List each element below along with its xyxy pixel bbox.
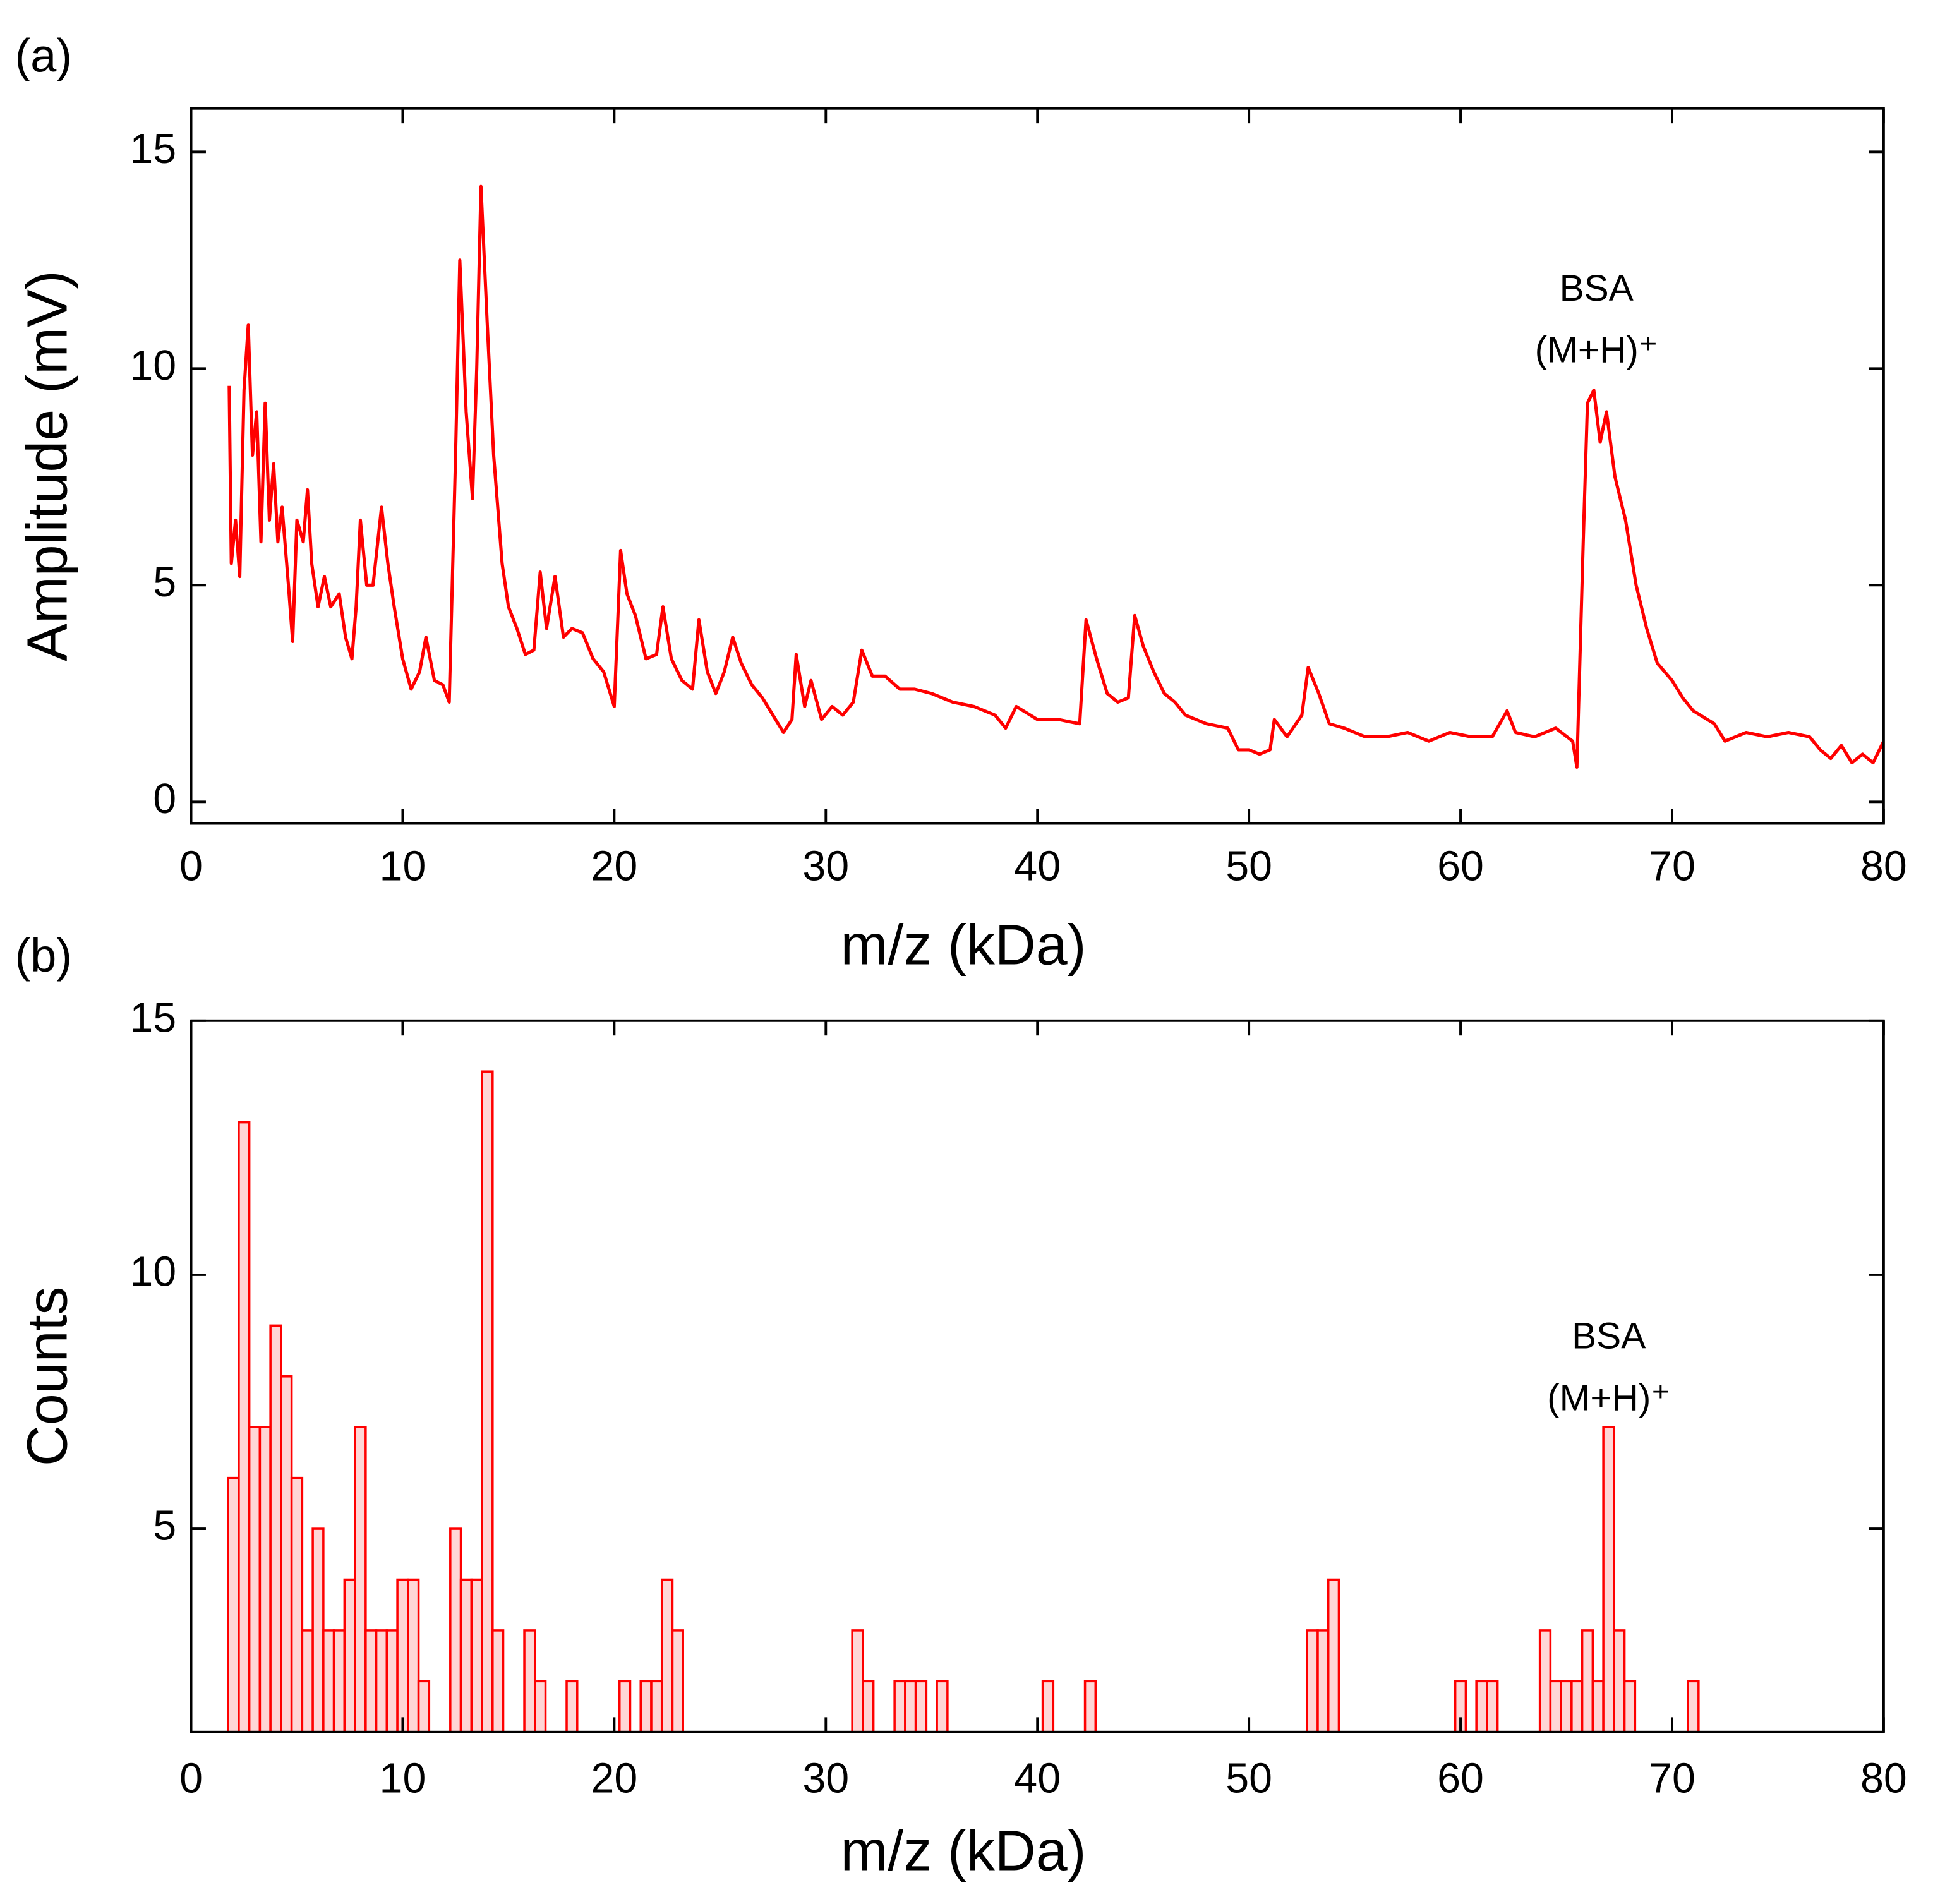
hist-bar <box>936 1680 949 1732</box>
x-tick-label: 50 <box>1225 843 1272 889</box>
hist-bar <box>364 1629 378 1732</box>
y-tick-label: 10 <box>129 342 176 389</box>
hist-bar <box>523 1629 536 1732</box>
plot-area <box>227 1070 1700 1732</box>
y-tick-label: 5 <box>153 559 176 606</box>
hist-bar <box>227 1476 240 1732</box>
y-tick-label: 15 <box>129 994 176 1041</box>
hist-bar <box>301 1629 314 1732</box>
plot-area <box>227 184 1884 769</box>
hist-bar <box>322 1629 335 1732</box>
x-tick-label: 0 <box>179 843 203 889</box>
hist-bar <box>332 1629 346 1732</box>
hist-bar <box>470 1578 483 1732</box>
x-tick-label: 0 <box>179 1755 203 1802</box>
hist-bar <box>248 1426 262 1732</box>
hist-bar <box>1306 1629 1319 1732</box>
x-tick-label: 30 <box>802 843 849 889</box>
hist-bar <box>238 1121 251 1732</box>
x-tick-label: 70 <box>1649 843 1695 889</box>
x-tick-label: 10 <box>380 1755 426 1802</box>
x-axis-label: m/z (kDa) <box>841 913 1087 977</box>
hist-bar <box>1581 1629 1594 1732</box>
hist-bar <box>862 1680 875 1732</box>
hist-bar <box>396 1578 409 1732</box>
hist-bar <box>1687 1680 1700 1732</box>
hist-bar <box>1041 1680 1055 1732</box>
y-axis-label: Counts <box>16 1287 80 1466</box>
x-tick-label: 40 <box>1014 843 1061 889</box>
hist-bar <box>565 1680 579 1732</box>
annotation: (M+H)⁺ <box>1535 330 1658 371</box>
hist-bar <box>914 1680 928 1732</box>
hist-bar <box>1538 1629 1552 1732</box>
hist-bar <box>459 1578 473 1732</box>
panel-label: (a) <box>15 29 72 81</box>
hist-bar <box>1591 1680 1605 1732</box>
data-line <box>227 184 1884 769</box>
x-tick-label: 50 <box>1225 1755 1272 1802</box>
hist-bar <box>407 1578 420 1732</box>
hist-bar <box>449 1527 462 1732</box>
annotation: BSA <box>1560 268 1634 309</box>
hist-bar <box>893 1680 906 1732</box>
x-tick-label: 70 <box>1649 1755 1695 1802</box>
hist-bar <box>639 1680 653 1732</box>
y-tick-label: 15 <box>129 126 176 172</box>
hist-bar <box>1549 1680 1562 1732</box>
hist-bar <box>904 1680 917 1732</box>
x-tick-label: 60 <box>1437 843 1484 889</box>
plot-frame <box>190 107 1885 825</box>
hist-bar <box>343 1578 356 1732</box>
y-tick-label: 10 <box>129 1248 176 1295</box>
hist-bar <box>660 1578 674 1732</box>
hist-bar <box>280 1375 293 1732</box>
hist-bar <box>650 1680 663 1732</box>
hist-bar <box>1623 1680 1637 1732</box>
plot-frame <box>190 1019 1885 1733</box>
hist-bar <box>1570 1680 1584 1732</box>
y-tick-label: 5 <box>153 1503 176 1550</box>
hist-bar <box>534 1680 547 1732</box>
hist-bar <box>417 1680 431 1732</box>
y-axis-label: Amplitude (mV) <box>16 270 80 661</box>
hist-bar <box>851 1629 864 1732</box>
x-tick-label: 80 <box>1860 1755 1907 1802</box>
hist-bar <box>481 1070 494 1732</box>
hist-bar <box>671 1629 684 1732</box>
annotation: (M+H)⁺ <box>1547 1377 1670 1418</box>
hist-bar <box>1475 1680 1488 1732</box>
hist-bar <box>618 1680 632 1732</box>
hist-bar <box>1486 1680 1499 1732</box>
hist-bar <box>1602 1426 1615 1732</box>
hist-bar <box>258 1426 272 1732</box>
hist-bar <box>290 1476 304 1732</box>
hist-bar <box>311 1527 325 1732</box>
x-tick-label: 30 <box>802 1755 849 1802</box>
hist-bar <box>1316 1629 1330 1732</box>
x-axis-label: m/z (kDa) <box>841 1820 1087 1883</box>
x-tick-label: 80 <box>1860 843 1907 889</box>
hist-bar <box>1083 1680 1097 1732</box>
hist-bar <box>1454 1680 1467 1732</box>
panel-label: (b) <box>15 929 72 982</box>
x-tick-label: 40 <box>1014 1755 1061 1802</box>
x-tick-label: 20 <box>591 843 637 889</box>
x-tick-label: 10 <box>380 843 426 889</box>
hist-bar <box>1613 1629 1626 1732</box>
y-tick-label: 0 <box>153 776 176 822</box>
hist-bar <box>1327 1578 1340 1732</box>
hist-bar <box>269 1324 282 1732</box>
hist-bar <box>354 1426 367 1732</box>
hist-bar <box>491 1629 505 1732</box>
x-tick-label: 20 <box>591 1755 637 1802</box>
annotation: BSA <box>1572 1316 1646 1357</box>
hist-bar <box>1560 1680 1573 1732</box>
x-tick-label: 60 <box>1437 1755 1484 1802</box>
